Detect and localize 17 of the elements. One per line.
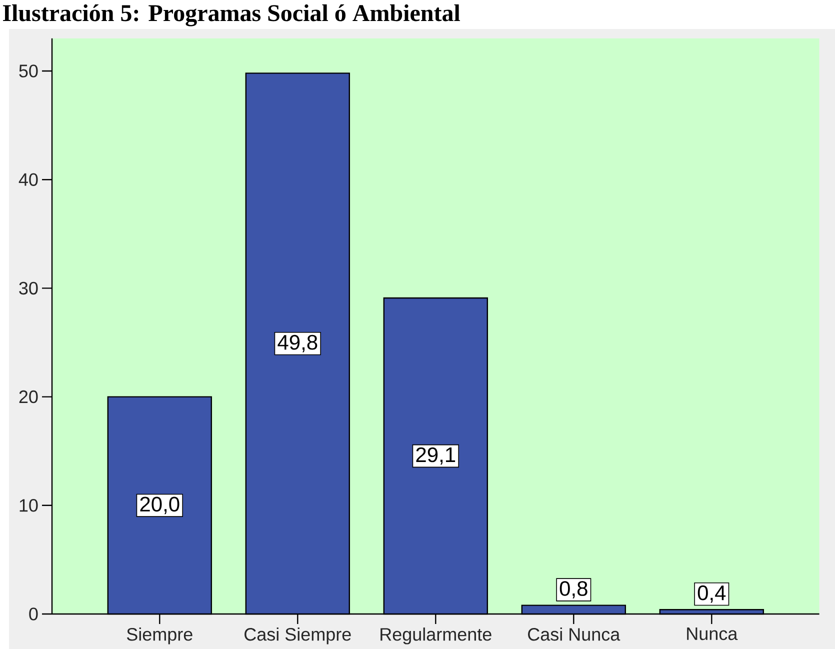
y-tick-label: 40 [18,173,38,186]
x-tick-label: Casi Nunca [528,628,620,641]
data-label: 0,4 [698,585,726,603]
y-tick-label: 50 [19,64,38,78]
x-tick-label: Casi Siempre [244,628,351,644]
data-label: 20,0 [140,496,180,514]
data-label: 0,8 [560,581,588,598]
y-tick-label: 0 [29,608,38,620]
y-tick-label: 30 [19,282,38,295]
x-tick-label: Regularmente [380,628,492,644]
y-tick-label: 10 [20,499,38,512]
x-tick-label: Siempre [126,628,192,644]
data-label: 49,8 [278,334,318,352]
y-tick-label: 20 [19,390,38,404]
data-label: 29,1 [416,447,456,465]
x-tick-label: Nunca [687,628,738,640]
chart-title: Ilustración 5: Programas Social ó Ambiental [3,4,460,26]
